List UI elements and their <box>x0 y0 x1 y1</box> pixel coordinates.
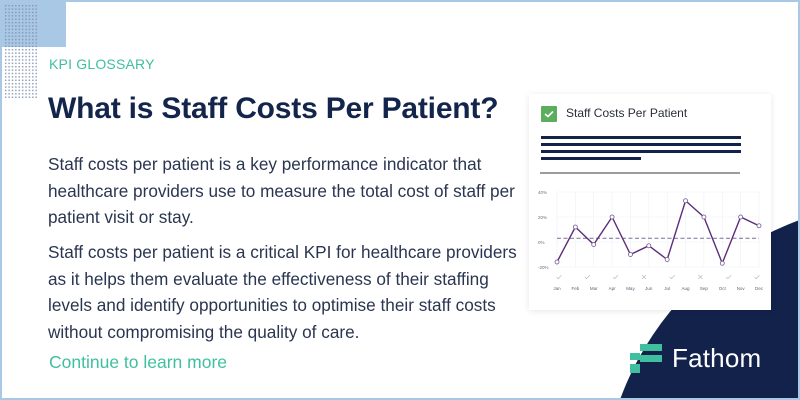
intro-paragraph: Staff costs per patient is a key perform… <box>48 154 515 227</box>
svg-text:Mar: Mar <box>590 286 598 291</box>
page-title: What is Staff Costs Per Patient? <box>48 92 499 125</box>
brand-name: Fathom <box>672 343 762 373</box>
svg-text:Jul: Jul <box>664 286 670 291</box>
svg-text:Dec: Dec <box>755 286 764 291</box>
svg-text:Jun: Jun <box>645 286 653 291</box>
card-divider <box>540 172 740 174</box>
detail-paragraph: Staff costs per patient is a critical KP… <box>48 242 517 342</box>
placeholder-text-lines <box>541 136 741 164</box>
text-line <box>541 150 741 153</box>
kpi-card: Staff Costs Per Patient 40% 20% 0% -20% Jan F… <box>529 94 771 310</box>
svg-text:May: May <box>626 286 635 291</box>
eyebrow-label: KPI GLOSSARY <box>49 56 155 72</box>
text-line <box>541 136 741 139</box>
fathom-logo: Fathom <box>630 343 761 374</box>
svg-text:Apr: Apr <box>609 286 617 291</box>
dot-pattern-decoration <box>4 4 38 98</box>
svg-text:-20%: -20% <box>538 265 549 270</box>
line-chart: 40% 20% 0% -20% Jan Feb Mar Apr May Jun Jul Aug Sep O… <box>529 184 771 310</box>
svg-text:Oct: Oct <box>719 286 727 291</box>
svg-text:0%: 0% <box>538 240 545 245</box>
chart-canvas: 40% 20% 0% -20% Jan Feb Mar Apr May Jun Jul Aug Sep O… <box>538 190 764 291</box>
text-line <box>541 157 641 160</box>
card-title: Staff Costs Per Patient <box>566 106 688 120</box>
svg-text:Sep: Sep <box>700 286 709 291</box>
svg-text:Aug: Aug <box>682 286 691 291</box>
svg-text:Jan: Jan <box>553 286 561 291</box>
continue-link[interactable]: Continue to learn more <box>49 352 228 372</box>
fathom-logo-icon <box>630 343 662 374</box>
svg-text:40%: 40% <box>538 190 547 195</box>
svg-text:20%: 20% <box>538 215 547 220</box>
svg-text:Nov: Nov <box>737 286 746 291</box>
svg-text:Feb: Feb <box>571 286 579 291</box>
check-icon <box>541 106 557 122</box>
text-line <box>541 143 741 146</box>
